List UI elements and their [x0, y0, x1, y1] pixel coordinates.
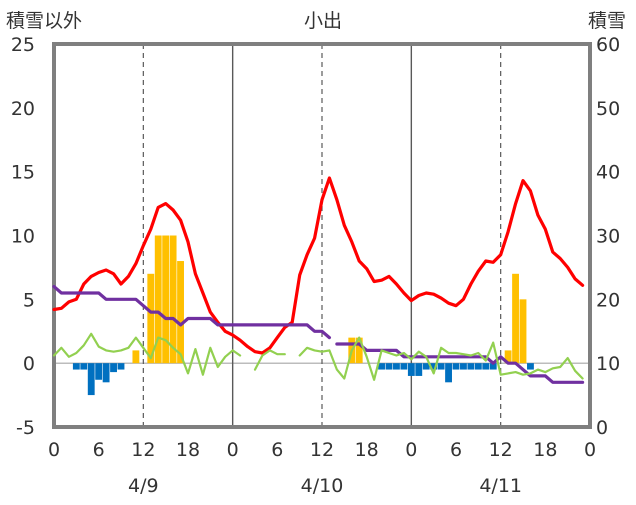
sunshine-bar [452, 363, 460, 370]
x-tick-label: 6 [450, 439, 462, 461]
precip-bar [512, 273, 519, 364]
sunshine-bar [385, 363, 393, 370]
precip-bar [132, 350, 140, 364]
y-right-tick-label: 20 [596, 289, 620, 311]
bar-layer [72, 235, 534, 396]
wind-line [253, 349, 286, 371]
x-tick-label: 12 [489, 439, 513, 461]
y-left-tick-label: 5 [23, 289, 35, 311]
sunshine-bar [378, 363, 385, 370]
right-axis-title: 積雪 [588, 10, 627, 32]
y-right-tick-label: 0 [596, 417, 608, 439]
sunshine-bar [467, 363, 475, 370]
sunshine-bar [489, 363, 497, 370]
x-tick-label: 0 [405, 439, 417, 461]
sunshine-bar [117, 363, 125, 370]
sunshine-bar [72, 363, 80, 370]
line-layer [52, 176, 585, 384]
precip-bar [154, 235, 162, 364]
x-tick-label: 0 [227, 439, 239, 461]
precip-bar [519, 299, 527, 364]
y-left-tick-label: 20 [11, 98, 35, 120]
x-tick-label: 12 [310, 439, 334, 461]
left-axis-title: 積雪以外 [6, 10, 83, 32]
x-tick-label: 12 [131, 439, 155, 461]
x-tick-label: 0 [584, 439, 596, 461]
sunshine-bar [430, 363, 438, 370]
sunshine-bar [87, 363, 95, 396]
plot-frame-layer [52, 42, 592, 429]
precip-bar [147, 273, 155, 364]
sunshine-bar [422, 363, 430, 370]
tick-label-layer: -5 0 5 10 15 20 25 0 10 20 30 40 50 60 0 6 12 18 0 6 12 18 0 6 1… [11, 34, 620, 497]
precip-bar [162, 235, 170, 364]
x-day-label: 4/11 [479, 475, 522, 497]
sunshine-bar [527, 363, 534, 370]
snow-depth-line [335, 342, 585, 384]
sunshine-bar [80, 363, 88, 370]
sunshine-bar [474, 363, 482, 370]
chart-title: 小出 [304, 10, 343, 32]
sunshine-bar [110, 363, 117, 373]
snow-depth-line [52, 285, 331, 340]
sunshine-bar [95, 363, 103, 380]
sunshine-bar [400, 363, 408, 370]
y-right-tick-label: 40 [596, 162, 620, 184]
x-tick-label: 6 [271, 439, 283, 461]
sunshine-bar [437, 363, 445, 370]
wind-line [298, 336, 584, 381]
sunshine-bar [393, 363, 400, 370]
y-left-tick-label: 15 [11, 162, 35, 184]
sunshine-bar [415, 363, 423, 376]
y-left-tick-label: 0 [23, 353, 35, 375]
y-right-tick-label: 10 [596, 353, 620, 375]
sunshine-bar [407, 363, 415, 376]
x-day-label: 4/10 [301, 475, 344, 497]
sunshine-bar [445, 363, 452, 383]
y-left-tick-label: 25 [11, 34, 35, 56]
y-right-tick-label: 30 [596, 226, 620, 248]
x-tick-label: 0 [48, 439, 60, 461]
precip-bar [177, 261, 184, 364]
sunshine-bar [460, 363, 467, 370]
y-right-tick-label: 60 [596, 34, 620, 56]
wind-line [52, 332, 242, 376]
precip-bar [504, 350, 512, 364]
sunshine-bar [102, 363, 110, 383]
sunshine-bar [482, 363, 490, 370]
x-tick-label: 18 [355, 439, 379, 461]
plot-border [52, 42, 592, 429]
y-right-tick-label: 50 [596, 98, 620, 120]
y-left-tick-label: -5 [16, 417, 35, 439]
x-tick-label: 18 [533, 439, 557, 461]
precip-bar [355, 337, 363, 364]
y-left-tick-label: 10 [11, 226, 35, 248]
x-day-label: 4/9 [128, 475, 159, 497]
x-tick-label: 6 [93, 439, 105, 461]
x-tick-label: 18 [176, 439, 200, 461]
precip-bar [169, 235, 177, 364]
temperature-line [52, 176, 585, 355]
